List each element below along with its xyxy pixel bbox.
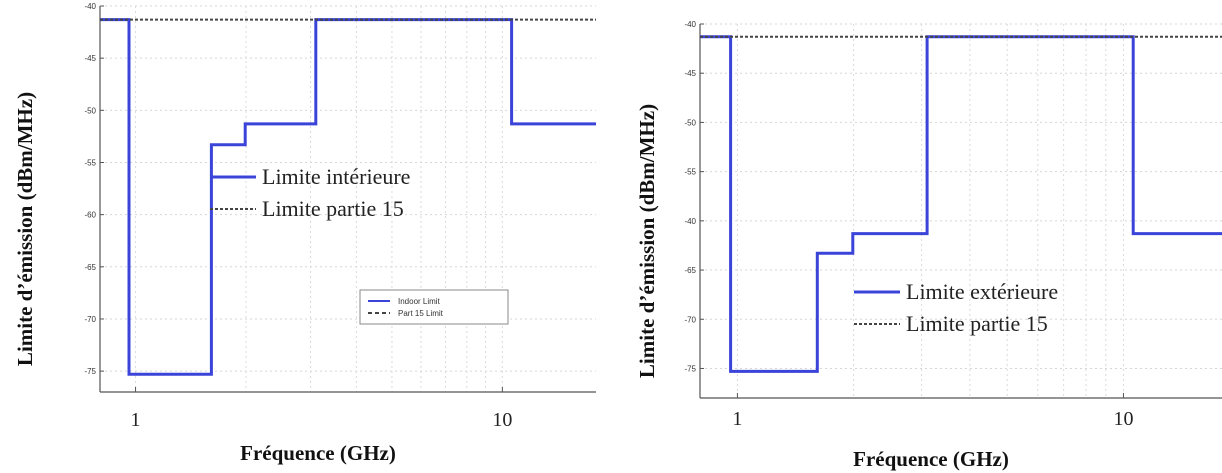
series-line-limit bbox=[700, 35, 1222, 373]
series-line-limit bbox=[100, 18, 596, 376]
inner-legend: Indoor Limit Part 15 Limit bbox=[359, 289, 509, 325]
y-tick-label: -55 bbox=[84, 158, 96, 167]
chart-2: -40 -45 -50 -55 -40 -65 -70 -75 1 10 Limite extéri… bbox=[635, 20, 1222, 471]
inner-legend-box bbox=[359, 289, 509, 325]
x-axis-label: Fréquence (GHz) bbox=[240, 441, 396, 465]
y-tick-label: -60 bbox=[84, 211, 96, 220]
y-tick-label: -40 bbox=[84, 2, 96, 11]
x-axis-label: Fréquence (GHz) bbox=[853, 447, 1009, 471]
annotation-legend-label: Limite intérieure bbox=[262, 164, 410, 189]
y-tick-label: -55 bbox=[684, 168, 696, 177]
gridlines bbox=[100, 5, 596, 392]
annotation-legend-label: Limite partie 15 bbox=[906, 311, 1048, 336]
y-tick-label: -70 bbox=[84, 315, 96, 324]
gridlines bbox=[700, 23, 1222, 398]
x-tick-label: 1 bbox=[732, 408, 742, 430]
y-tick-label: -65 bbox=[84, 263, 96, 272]
x-tick-label: 10 bbox=[1113, 408, 1133, 430]
y-tick-label: -45 bbox=[84, 54, 96, 63]
x-tick-label: 1 bbox=[131, 409, 141, 431]
inner-legend-label: Part 15 Limit bbox=[398, 309, 444, 318]
y-tick-label: -70 bbox=[684, 315, 696, 324]
plot-area bbox=[100, 6, 596, 392]
inner-legend-label: Indoor Limit bbox=[398, 297, 441, 306]
plot-area bbox=[700, 24, 1222, 398]
y-tick-label: -40 bbox=[684, 217, 696, 226]
y-axis-label: Limite d’émission (dBm/MHz) bbox=[635, 104, 659, 378]
annotation-legend-label: Limite extérieure bbox=[906, 279, 1058, 304]
y-tick-label: -75 bbox=[84, 367, 96, 376]
annotation-legend-label: Limite partie 15 bbox=[262, 196, 404, 221]
y-axis-label: Limite d’émission (dBm/MHz) bbox=[13, 92, 37, 366]
y-tick-label: -50 bbox=[684, 118, 696, 127]
y-tick-label: -40 bbox=[684, 20, 696, 29]
chart-1: -40 -45 -50 -55 -60 -65 -70 -75 1 10 Limite intéri… bbox=[13, 2, 596, 465]
y-tick-label: -45 bbox=[684, 69, 696, 78]
y-tick-label: -65 bbox=[684, 266, 696, 275]
y-tick-label: -75 bbox=[684, 364, 696, 373]
y-tick-label: -50 bbox=[84, 106, 96, 115]
x-tick-label: 10 bbox=[492, 409, 512, 431]
